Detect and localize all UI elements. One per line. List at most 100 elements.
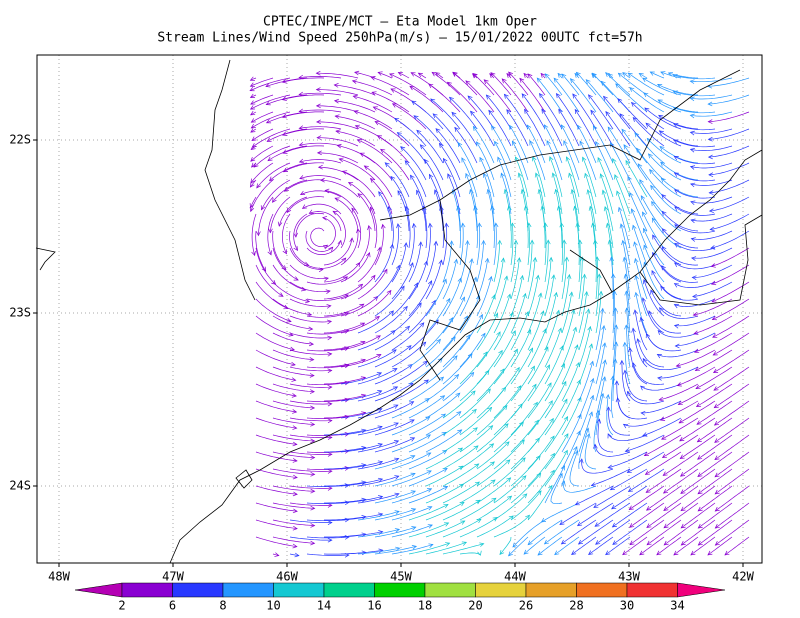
streamline <box>627 451 665 473</box>
arrow-head <box>292 474 298 480</box>
streamline <box>639 73 648 79</box>
streamline <box>428 83 461 113</box>
arrow-head <box>467 95 473 101</box>
arrow-head <box>516 257 522 263</box>
streamline <box>510 420 539 453</box>
arrow-head <box>418 241 423 247</box>
streamline <box>370 76 410 96</box>
streamline <box>527 275 539 317</box>
streamline <box>467 95 495 130</box>
arrow-head <box>326 319 333 325</box>
streamline <box>340 316 380 334</box>
streamline <box>425 241 437 283</box>
arrow-head <box>611 522 617 528</box>
streamline <box>561 446 578 487</box>
arrow-head <box>588 411 594 417</box>
streamline <box>255 519 298 529</box>
streamline <box>597 157 614 198</box>
streamline <box>629 192 648 232</box>
arrow-head <box>435 128 441 134</box>
arrow-head <box>292 491 298 497</box>
streamline <box>289 553 299 556</box>
arrow-head <box>291 377 297 382</box>
arrow-head <box>310 523 316 528</box>
streamline <box>674 155 716 165</box>
arrow-head <box>439 376 445 382</box>
streamline <box>521 93 546 130</box>
arrow-head <box>634 257 639 264</box>
arrow-head <box>292 441 298 447</box>
streamline <box>544 433 569 470</box>
arrow-head <box>510 222 515 228</box>
arrow-head <box>298 158 305 164</box>
arrow-head <box>575 222 581 228</box>
streamline <box>299 159 342 164</box>
streamline <box>561 414 582 453</box>
streamline <box>595 141 614 181</box>
streamline <box>391 322 425 351</box>
streamline <box>476 405 508 436</box>
arrow-head <box>643 451 649 457</box>
streamline <box>690 162 733 169</box>
arrow-head <box>483 351 488 357</box>
colorbar-high <box>677 582 726 598</box>
arrow-head <box>488 109 494 115</box>
streamline <box>578 361 594 402</box>
arrow-head <box>444 222 449 228</box>
arrow-head <box>590 222 596 228</box>
arrow-head <box>526 124 532 130</box>
streamline <box>690 128 733 134</box>
streamline <box>476 331 501 368</box>
streamline <box>611 485 648 510</box>
arrow-head <box>293 232 298 238</box>
streamline <box>622 240 631 283</box>
streamline <box>374 224 384 266</box>
arrow-head <box>481 239 486 245</box>
streamline <box>457 142 478 181</box>
streamline <box>595 274 600 317</box>
arrow-head <box>528 347 534 353</box>
streamline <box>544 519 580 545</box>
arrow-head <box>452 72 458 77</box>
arrow-head <box>409 437 416 442</box>
streamline <box>578 378 594 419</box>
colorbar-label: 14 <box>317 599 331 613</box>
arrow-head <box>576 430 581 436</box>
arrow-head <box>690 200 696 205</box>
streamline <box>459 517 498 538</box>
streamline <box>662 434 699 458</box>
arrow-head <box>599 173 604 179</box>
lon-label: 42W <box>732 570 754 584</box>
arrow-head <box>586 189 591 195</box>
arrow-head <box>460 296 466 302</box>
arrow-head <box>588 205 594 211</box>
arrow-head <box>352 94 358 100</box>
streamline <box>561 327 577 368</box>
streamline <box>250 94 274 105</box>
streamline <box>612 273 614 317</box>
streamline <box>306 364 349 369</box>
streamline <box>691 213 733 222</box>
arrow-head <box>710 280 717 286</box>
arrow-head <box>376 354 382 359</box>
colorbar-segment <box>273 582 325 598</box>
streamline <box>357 511 400 521</box>
streamline <box>692 281 733 297</box>
streamline <box>615 83 648 113</box>
arrow-head <box>281 96 287 101</box>
streamline <box>442 390 476 419</box>
arrow-head <box>501 78 507 84</box>
streamline <box>391 262 414 300</box>
streamline <box>250 128 257 133</box>
streamline <box>340 478 383 487</box>
streamline <box>695 366 733 390</box>
streamline <box>289 315 332 323</box>
streamline <box>510 275 523 317</box>
arrow-head <box>642 357 648 364</box>
arrow-head <box>609 256 615 262</box>
streamline <box>387 206 394 249</box>
colorbar-segment <box>424 582 476 598</box>
streamline <box>483 79 512 113</box>
arrow-head <box>413 115 419 120</box>
arrow-head <box>634 274 639 280</box>
